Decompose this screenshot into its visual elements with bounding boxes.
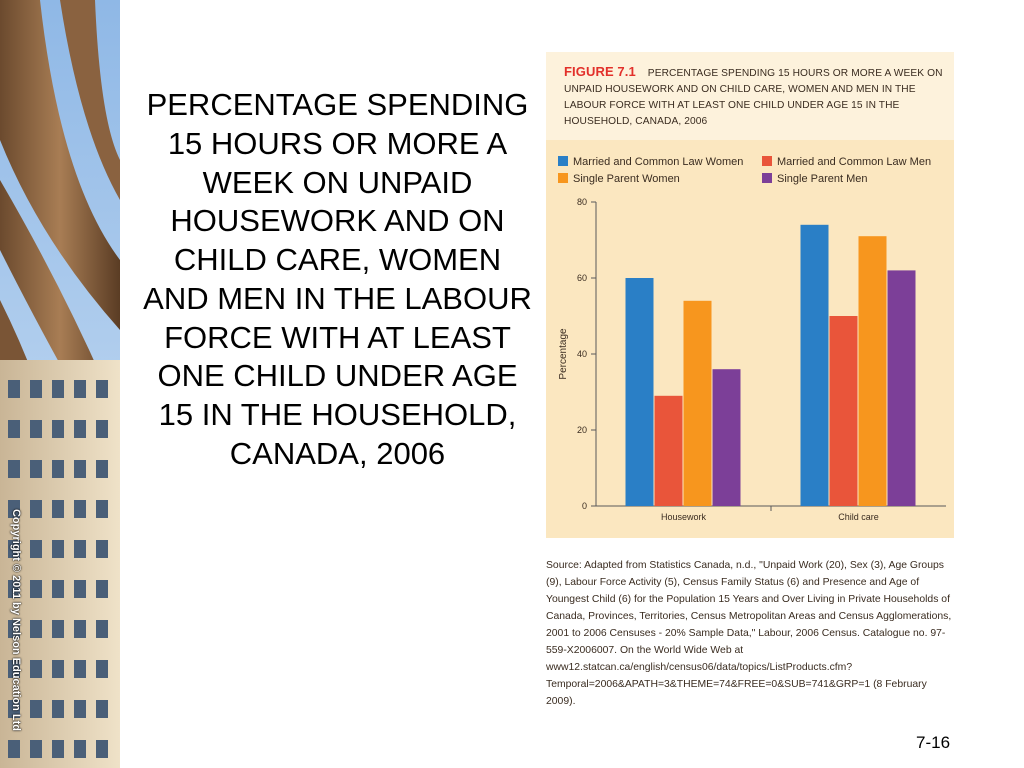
chart-legend: Married and Common Law Women Married and … <box>546 152 954 192</box>
bar <box>800 224 829 507</box>
building-photo <box>0 0 120 768</box>
page-number: 7-16 <box>916 733 951 752</box>
bar <box>712 369 741 506</box>
figure-caption-block: FIGURE 7.1 PERCENTAGE SPENDING 15 HOURS O… <box>564 64 946 130</box>
y-axis-label: Percentage <box>558 328 569 380</box>
bar <box>654 395 683 506</box>
figure-caption: PERCENTAGE SPENDING 15 HOURS OR MORE A W… <box>564 68 943 127</box>
bar <box>683 300 712 506</box>
y-tick-label: 40 <box>577 349 587 359</box>
figure-panel: FIGURE 7.1 PERCENTAGE SPENDING 15 HOURS O… <box>546 52 954 538</box>
figure-label: FIGURE 7.1 <box>564 64 636 79</box>
bar <box>829 316 858 506</box>
bar <box>887 270 916 506</box>
bar <box>625 278 654 506</box>
legend-swatch <box>762 173 772 183</box>
y-tick-label: 60 <box>577 273 587 283</box>
bar <box>858 236 887 506</box>
y-tick-label: 80 <box>577 197 587 207</box>
legend-label: Married and Common Law Men <box>777 156 932 168</box>
figure-header: FIGURE 7.1 PERCENTAGE SPENDING 15 HOURS O… <box>546 52 954 140</box>
legend-item: Married and Common Law Women <box>558 154 743 170</box>
legend-swatch <box>558 156 568 166</box>
legend-label: Single Parent Men <box>777 173 868 185</box>
legend-swatch <box>762 156 772 166</box>
copyright-text: Copyright © 2011 by Nelson Education Ltd <box>10 508 22 732</box>
y-tick-label: 20 <box>577 425 587 435</box>
y-tick-label: 0 <box>582 501 587 511</box>
legend-label: Single Parent Women <box>573 173 680 185</box>
legend-item: Single Parent Men <box>762 171 868 187</box>
legend-swatch <box>558 173 568 183</box>
figure-source: Source: Adapted from Statistics Canada, … <box>546 560 952 707</box>
legend-item: Single Parent Women <box>558 171 680 187</box>
legend-label: Married and Common Law Women <box>573 156 744 168</box>
slide-title: PERCENTAGE SPENDING 15 HOURS OR MORE A W… <box>143 87 532 471</box>
x-tick-label: Housework <box>661 512 707 522</box>
bar-chart: 0 20 40 60 80 Percentage Housework Child care <box>558 197 946 522</box>
x-tick-label: Child care <box>838 512 879 522</box>
legend-item: Married and Common Law Men <box>762 154 931 170</box>
